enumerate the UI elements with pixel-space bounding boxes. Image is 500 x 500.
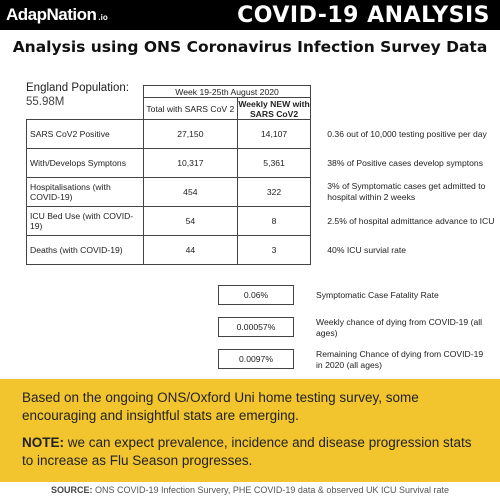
source-label: SOURCE: <box>51 485 93 495</box>
row-total: 10,317 <box>142 148 238 178</box>
population-value: 55.98M <box>26 96 65 108</box>
row-total: 454 <box>142 177 238 207</box>
brand-name: AdapNation <box>6 5 97 24</box>
table-row: Hospitalisations (with COVID-19) 454 322… <box>26 177 500 207</box>
row-label: ICU Bed Use (with COVID-19) <box>26 206 144 236</box>
table-row: Deaths (with COVID-19) 44 3 40% ICU surv… <box>26 235 500 265</box>
row-note: 40% ICU survial rate <box>327 244 407 255</box>
row-total: 44 <box>142 235 238 265</box>
stat-remaining-chance-value: 0.0097% <box>218 349 294 369</box>
row-new: 14,107 <box>236 119 312 149</box>
row-total: 54 <box>142 206 238 236</box>
stat-case-fatality-note: Symptomatic Case Fatality Rate <box>316 290 439 300</box>
table-col-total: Total with SARS CoV 2 <box>142 97 238 120</box>
row-new: 5,361 <box>236 148 312 178</box>
row-label: Deaths (with COVID-19) <box>26 235 144 265</box>
row-total: 27,150 <box>142 119 238 149</box>
row-note: 0.36 out of 10,000 testing positive per … <box>327 128 487 139</box>
stat-weekly-chance-note: Weekly chance of dying from COVID-19 (al… <box>316 317 483 338</box>
callout-box: Based on the ongoing ONS/Oxford Uni home… <box>0 379 500 482</box>
source-line: SOURCE: ONS COVID-19 Infection Survery, … <box>0 485 500 495</box>
callout-note-label: NOTE: <box>22 435 64 450</box>
table-corner <box>27 86 144 98</box>
row-label: Hospitalisations (with COVID-19) <box>26 177 144 207</box>
population-label: England Population: <box>26 82 129 94</box>
stats-table: Week 19-25th August 2020 Total with SARS… <box>26 85 500 265</box>
page-subtitle: Analysis using ONS Coronavirus Infection… <box>12 38 488 56</box>
stat-remaining-chance-note: Remaining Chance of dying from COVID-19 … <box>316 349 484 370</box>
callout-paragraph: Based on the ongoing ONS/Oxford Uni home… <box>22 390 419 423</box>
brand-logo: AdapNation .io <box>6 5 108 25</box>
row-note: 38% of Positive cases develop symptons <box>327 157 483 168</box>
row-note: 2.5% of hospital admittance advance to I… <box>327 215 495 226</box>
table-row: With/Develops Symptons 10,317 5,361 38% … <box>26 148 500 178</box>
row-label: With/Develops Symptons <box>26 148 144 178</box>
stat-weekly-chance-value: 0.00057% <box>218 317 294 337</box>
header-bar: AdapNation .io COVID-19 ANALYSIS <box>0 0 500 30</box>
stat-case-fatality-value: 0.06% <box>218 285 294 305</box>
table-row: SARS CoV2 Positive 27,150 14,107 0.36 ou… <box>26 119 500 149</box>
row-label: SARS CoV2 Positive <box>26 119 144 149</box>
row-new: 3 <box>236 235 312 265</box>
header-title: COVID-19 ANALYSIS <box>237 3 490 28</box>
callout-note-text: we can expect prevalence, incidence and … <box>22 435 472 468</box>
row-new: 322 <box>236 177 312 207</box>
brand-suffix: .io <box>98 13 108 22</box>
row-new: 8 <box>236 206 312 236</box>
table-row: ICU Bed Use (with COVID-19) 54 8 2.5% of… <box>26 206 500 236</box>
source-text: ONS COVID-19 Infection Survery, PHE COVI… <box>92 485 449 495</box>
row-note: 3% of Symptomatic cases get admitted to … <box>327 181 486 202</box>
table-col-new: Weekly NEW with SARS CoV2 <box>236 97 312 120</box>
callout-note: NOTE: we can expect prevalence, incidenc… <box>22 434 478 470</box>
table-week-header: Week 19-25th August 2020 <box>142 85 312 98</box>
